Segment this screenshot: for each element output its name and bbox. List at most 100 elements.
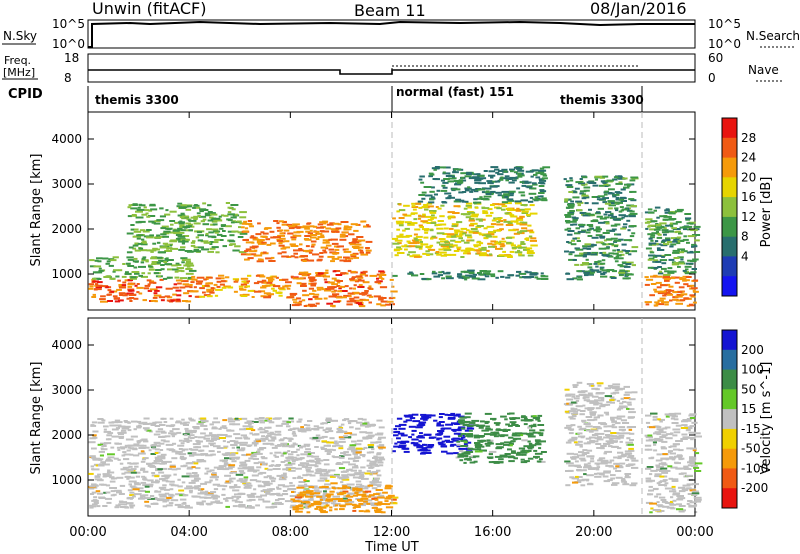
scatter-cell	[300, 226, 305, 229]
scatter-cell	[277, 234, 285, 237]
scatter-cell	[200, 491, 208, 494]
scatter-cell	[506, 198, 514, 201]
scatter-cell	[649, 236, 655, 239]
scatter-cell	[583, 252, 591, 254]
scatter-cell	[350, 278, 355, 281]
scatter-cell	[90, 493, 95, 495]
scatter-cell	[186, 260, 192, 263]
scatter-cell	[242, 293, 250, 296]
scatter-cell	[238, 470, 245, 473]
scatter-cell	[151, 472, 156, 474]
scatter-cell	[408, 414, 413, 417]
scatter-cell	[458, 447, 466, 450]
scatter-cell	[491, 243, 497, 246]
scatter-cell	[180, 229, 187, 232]
scatter-cell	[376, 303, 382, 306]
scatter-cell	[585, 416, 593, 418]
scatter-cell	[427, 205, 434, 208]
scatter-cell	[97, 443, 103, 446]
scatter-cell	[356, 489, 362, 492]
scatter-cell	[182, 239, 186, 242]
scatter-cell	[156, 444, 161, 447]
scatter-cell	[610, 416, 618, 419]
scatter-cell	[235, 279, 239, 282]
scatter-cell	[169, 417, 174, 420]
scatter-cell	[412, 420, 421, 423]
scatter-cell	[205, 439, 212, 442]
nave-tick-top: 60	[708, 51, 723, 65]
scatter-cell	[136, 425, 142, 428]
scatter-cell	[566, 452, 574, 455]
scatter-cell	[615, 198, 620, 201]
scatter-cell	[316, 232, 323, 235]
scatter-cell	[284, 284, 292, 287]
scatter-cell	[614, 245, 618, 248]
scatter-cell	[254, 417, 259, 420]
scatter-cell	[398, 235, 402, 238]
scatter-cell	[89, 504, 93, 507]
scatter-cell	[91, 421, 98, 424]
scatter-cell	[322, 429, 326, 432]
scatter-cell	[204, 481, 212, 484]
scatter-cell	[648, 211, 655, 214]
scatter-cell	[525, 239, 530, 241]
scatter-cell	[130, 435, 138, 438]
scatter-cell	[102, 462, 106, 465]
scatter-cell	[168, 449, 176, 452]
scatter-cell	[573, 410, 578, 413]
scatter-cell	[521, 415, 526, 418]
scatter-cell	[105, 491, 111, 494]
scatter-cell	[141, 475, 145, 478]
scatter-cell	[620, 200, 627, 202]
scatter-cell	[430, 211, 437, 214]
scatter-cell	[358, 502, 364, 505]
scatter-cell	[404, 244, 408, 247]
scatter-cell	[473, 245, 479, 248]
scatter-cell	[188, 448, 193, 451]
scatter-cell	[595, 407, 601, 410]
scatter-cell	[498, 243, 505, 246]
scatter-cell	[99, 454, 104, 457]
scatter-cell	[309, 229, 313, 232]
scatter-cell	[240, 441, 248, 444]
scatter-cell	[458, 276, 463, 279]
scatter-cell	[475, 434, 480, 437]
scatter-cell	[342, 478, 350, 481]
scatter-cell	[453, 250, 460, 252]
scatter-cell	[391, 285, 395, 288]
scatter-cell	[602, 232, 610, 234]
scatter-cell	[611, 445, 618, 448]
scatter-cell	[454, 232, 459, 235]
scatter-cell	[426, 254, 430, 256]
scatter-cell	[678, 449, 684, 452]
scatter-cell	[96, 505, 101, 508]
noise-left-tick-bottom: 10^0	[52, 37, 85, 51]
scatter-cell	[299, 271, 307, 274]
scatter-cell	[663, 227, 667, 230]
scatter-cell	[609, 386, 613, 389]
scatter-cell	[311, 464, 317, 467]
scatter-cell	[159, 215, 166, 218]
scatter-cell	[481, 253, 488, 256]
scatter-cell	[101, 448, 108, 451]
scatter-cell	[541, 199, 548, 202]
scatter-cell	[377, 456, 385, 459]
scatter-cell	[403, 450, 410, 453]
scatter-cell	[651, 232, 658, 235]
scatter-cell	[333, 442, 339, 445]
scatter-cell	[214, 500, 221, 503]
scatter-cell	[286, 425, 291, 428]
scatter-cell	[616, 466, 624, 469]
scatter-cell	[373, 493, 380, 496]
scatter-cell	[463, 461, 467, 464]
scatter-cell	[521, 184, 527, 187]
scatter-cell	[468, 421, 476, 424]
scatter-cell	[535, 172, 544, 175]
scatter-cell	[687, 436, 696, 439]
scatter-cell	[330, 228, 337, 231]
scatter-cell	[150, 208, 158, 211]
scatter-cell	[475, 445, 483, 448]
scatter-cell	[442, 247, 451, 250]
scatter-cell	[154, 421, 163, 424]
scatter-cell	[321, 435, 328, 438]
